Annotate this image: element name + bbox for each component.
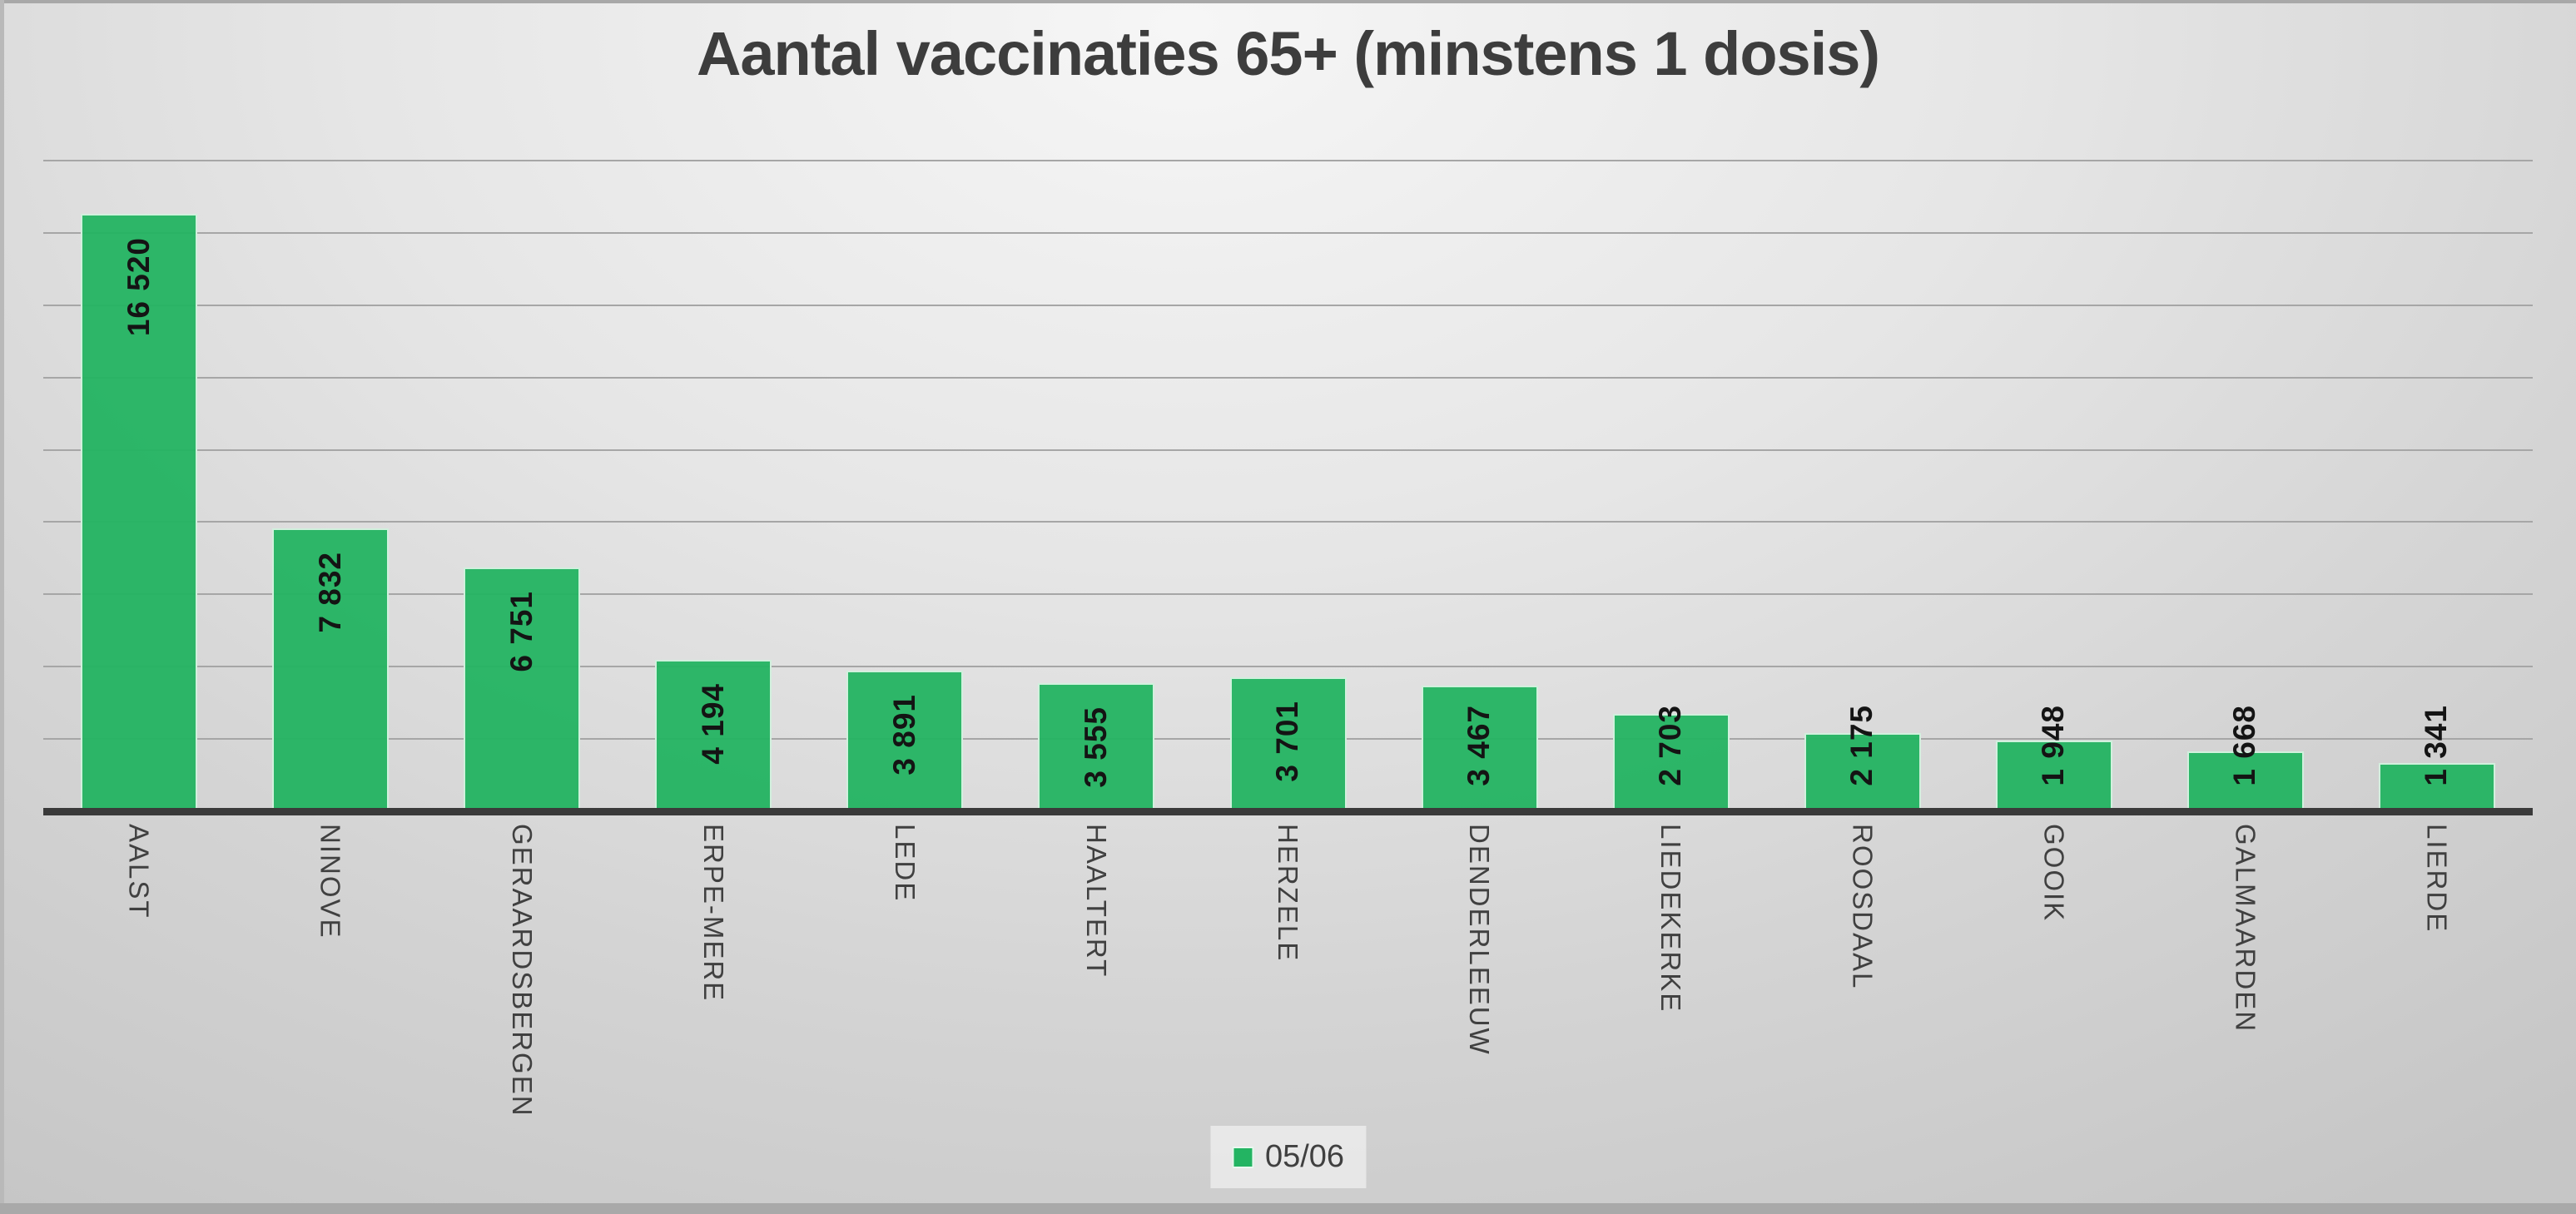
category-label[interactable]: AALST [123,824,155,919]
gridline [43,376,2533,379]
bar[interactable] [272,528,390,811]
category-label[interactable]: ROOSDAAL [1847,824,1879,990]
bar[interactable] [1229,677,1347,811]
bar[interactable] [464,567,581,811]
bar-value-label: 1 668 [2227,705,2262,786]
bar[interactable] [1421,686,1538,811]
legend-swatch-icon [1231,1146,1253,1168]
gridline [43,304,2533,306]
bar-value-label: 6 751 [504,590,539,672]
bar-value-label: 7 832 [312,551,347,633]
bar-value-label: 16 520 [121,237,156,337]
legend-series-label: 05/06 [1264,1139,1345,1174]
bar[interactable] [655,659,772,811]
bar-value-label: 1 341 [2419,705,2454,786]
chart-title: Aantal vaccinaties 65+ (minstens 1 dosis… [696,19,1880,88]
gridline [43,160,2533,161]
bar-value-label: 3 891 [886,693,921,775]
category-label[interactable]: HAALTERT [1081,824,1113,979]
bar[interactable] [2378,762,2495,811]
bar[interactable] [1612,713,1730,811]
bar-value-label: 4 194 [695,682,730,765]
bar-value-label: 2 703 [1653,705,1688,786]
category-label[interactable]: HERZELE [1273,824,1304,963]
bar[interactable] [1995,741,2112,811]
gridline [43,448,2533,451]
bar-value-label: 3 701 [1270,701,1304,782]
window-edge-top [0,0,2576,3]
category-label[interactable]: DENDERLEEUW [1464,824,1496,1056]
window-edge-bottom [0,1203,2576,1214]
category-label[interactable]: GERAARDSBERGEN [506,824,538,1117]
category-label[interactable]: NINOVE [315,824,346,939]
category-label[interactable]: LIEDEKERKE [1655,824,1687,1013]
bar-value-label: 2 175 [1844,705,1879,786]
category-label[interactable]: LEDE [889,824,921,903]
window-edge-left [0,0,4,1214]
bar[interactable] [1804,732,1921,811]
x-axis-line [43,808,2533,815]
bar-value-label: 3 467 [1462,705,1496,786]
gridline [43,231,2533,234]
legend[interactable]: 05/06 [1209,1126,1367,1188]
category-label[interactable]: GOOIK [2038,824,2070,923]
bar[interactable] [81,214,198,811]
category-label[interactable]: GALMAARDEN [2230,824,2261,1033]
bar[interactable] [2186,751,2304,811]
bar[interactable] [1038,682,1155,811]
gridline [43,593,2533,596]
gridline [43,521,2533,523]
bar-value-label: 1 948 [2036,705,2071,786]
category-label[interactable]: LIERDE [2421,824,2453,934]
bar-value-label: 3 555 [1078,706,1113,788]
category-label[interactable]: ERPE-MERE [697,824,729,1003]
bar[interactable] [846,670,964,811]
gridline [43,666,2533,668]
